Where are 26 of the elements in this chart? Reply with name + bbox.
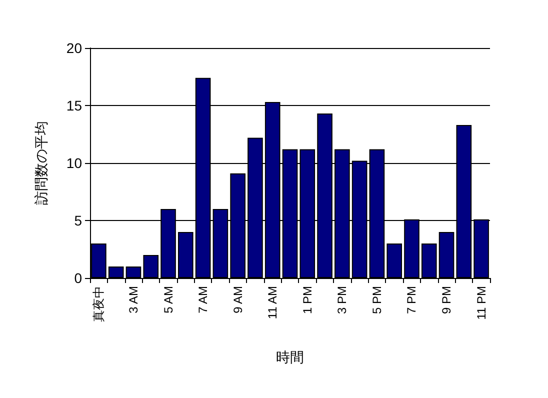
- x-tick-label: 3 PM: [335, 286, 350, 314]
- bar: [126, 266, 142, 278]
- y-axis-title: 訪問数の平均: [33, 121, 49, 205]
- bar: [438, 232, 454, 278]
- x-tick-label: 3 AM: [126, 286, 140, 314]
- y-tick-label: 0: [74, 270, 82, 286]
- bar: [178, 232, 194, 278]
- x-tick-label: 7 AM: [196, 286, 210, 314]
- bar: [421, 244, 437, 278]
- y-tick-label: 15: [66, 98, 82, 114]
- x-tick-label: 5 AM: [161, 286, 176, 314]
- x-axis-title: 時間: [276, 349, 304, 365]
- x-tick-label: 1 PM: [300, 286, 314, 314]
- x-tick-label: 7 PM: [404, 286, 419, 314]
- x-tick-label: 9 PM: [440, 286, 454, 314]
- x-tick-label: 真夜中: [92, 286, 106, 322]
- y-tick-label: 10: [66, 155, 82, 171]
- x-tick-label: 9 AM: [230, 286, 245, 314]
- y-tick-label: 20: [66, 40, 82, 56]
- bar: [386, 244, 402, 278]
- x-tick-label: 11 AM: [266, 286, 280, 320]
- x-tick-label: 5 PM: [370, 286, 384, 314]
- bar: [143, 255, 159, 278]
- x-tick-label: 11 PM: [474, 286, 488, 320]
- bar: [108, 266, 124, 278]
- y-tick-label: 5: [74, 212, 82, 228]
